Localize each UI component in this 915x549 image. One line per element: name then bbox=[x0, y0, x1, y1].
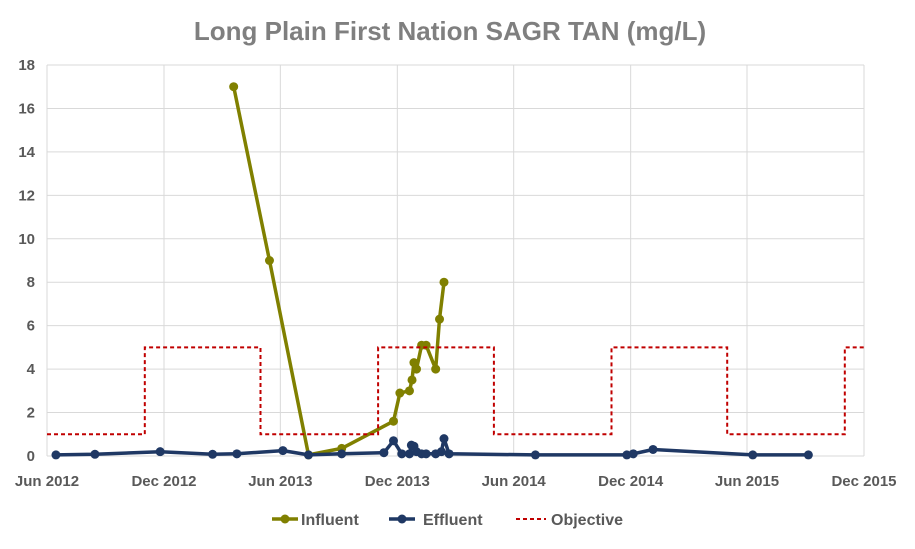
series bbox=[47, 82, 864, 460]
y-tick-label: 4 bbox=[27, 361, 36, 378]
influent-point bbox=[388, 416, 398, 426]
effluent-point bbox=[628, 449, 638, 459]
x-tick-label: Jun 2015 bbox=[715, 473, 779, 490]
objective-line bbox=[47, 346, 864, 436]
y-tick-label: 0 bbox=[27, 448, 35, 465]
legend-item-objective: Objective bbox=[516, 512, 623, 529]
influent-point bbox=[412, 364, 422, 374]
effluent-point bbox=[337, 449, 347, 459]
effluent-point bbox=[803, 450, 813, 460]
y-tick-label: 16 bbox=[18, 100, 35, 117]
effluent-point bbox=[278, 446, 288, 456]
influent-point bbox=[407, 375, 417, 385]
y-axis-ticks: 0 2 4 6 8 10 12 14 16 18 bbox=[18, 57, 35, 465]
influent-point bbox=[431, 364, 441, 374]
effluent-series bbox=[51, 434, 813, 460]
x-tick-label: Dec 2014 bbox=[598, 473, 664, 490]
x-tick-label: Jun 2012 bbox=[15, 473, 79, 490]
x-tick-label: Jun 2014 bbox=[482, 473, 547, 490]
y-tick-label: 14 bbox=[18, 144, 35, 161]
y-tick-label: 8 bbox=[27, 274, 35, 291]
x-tick-label: Jun 2013 bbox=[248, 473, 312, 490]
effluent-point bbox=[208, 449, 218, 459]
effluent-point bbox=[436, 447, 446, 457]
effluent-point bbox=[388, 436, 398, 446]
effluent-point bbox=[404, 449, 414, 459]
legend-label-effluent: Effluent bbox=[423, 512, 483, 529]
influent-point bbox=[404, 386, 414, 396]
influent-point bbox=[395, 388, 405, 398]
influent-line bbox=[231, 86, 446, 457]
effluent-point bbox=[51, 450, 61, 460]
effluent-point bbox=[397, 449, 407, 459]
effluent-point bbox=[748, 450, 758, 460]
effluent-point bbox=[421, 449, 431, 459]
effluent-point bbox=[530, 450, 540, 460]
x-tick-label: Dec 2015 bbox=[831, 473, 896, 490]
legend-marker-effluent bbox=[397, 514, 407, 524]
effluent-point bbox=[90, 449, 100, 459]
effluent-point bbox=[303, 450, 313, 460]
effluent-point bbox=[444, 449, 454, 459]
effluent-point bbox=[379, 448, 389, 458]
chart-title: Long Plain First Nation SAGR TAN (mg/L) bbox=[194, 16, 706, 46]
legend: Influent Effluent Objective bbox=[272, 512, 623, 529]
y-tick-label: 12 bbox=[18, 187, 35, 204]
influent-series bbox=[229, 82, 449, 460]
influent-point bbox=[439, 277, 449, 287]
legend-marker-influent bbox=[280, 514, 290, 524]
objective-series bbox=[47, 346, 864, 436]
x-tick-label: Dec 2013 bbox=[365, 473, 430, 490]
effluent-point bbox=[648, 444, 658, 454]
legend-item-influent: Influent bbox=[272, 512, 359, 529]
y-tick-label: 10 bbox=[18, 231, 35, 248]
influent-point bbox=[229, 82, 239, 92]
effluent-point bbox=[439, 434, 449, 444]
influent-point bbox=[264, 256, 274, 265]
effluent-point bbox=[232, 449, 242, 459]
legend-label-objective: Objective bbox=[551, 512, 623, 529]
y-tick-label: 18 bbox=[18, 57, 35, 74]
legend-item-effluent: Effluent bbox=[389, 512, 483, 529]
y-tick-label: 6 bbox=[27, 318, 35, 335]
influent-point bbox=[435, 314, 445, 324]
x-tick-label: Dec 2012 bbox=[131, 473, 196, 490]
grid bbox=[46, 64, 865, 457]
y-tick-label: 2 bbox=[27, 405, 35, 422]
effluent-point bbox=[155, 447, 165, 457]
x-axis-ticks: Jun 2012 Dec 2012 Jun 2013 Dec 2013 Jun 2014… bbox=[15, 473, 897, 490]
legend-label-influent: Influent bbox=[301, 512, 359, 529]
